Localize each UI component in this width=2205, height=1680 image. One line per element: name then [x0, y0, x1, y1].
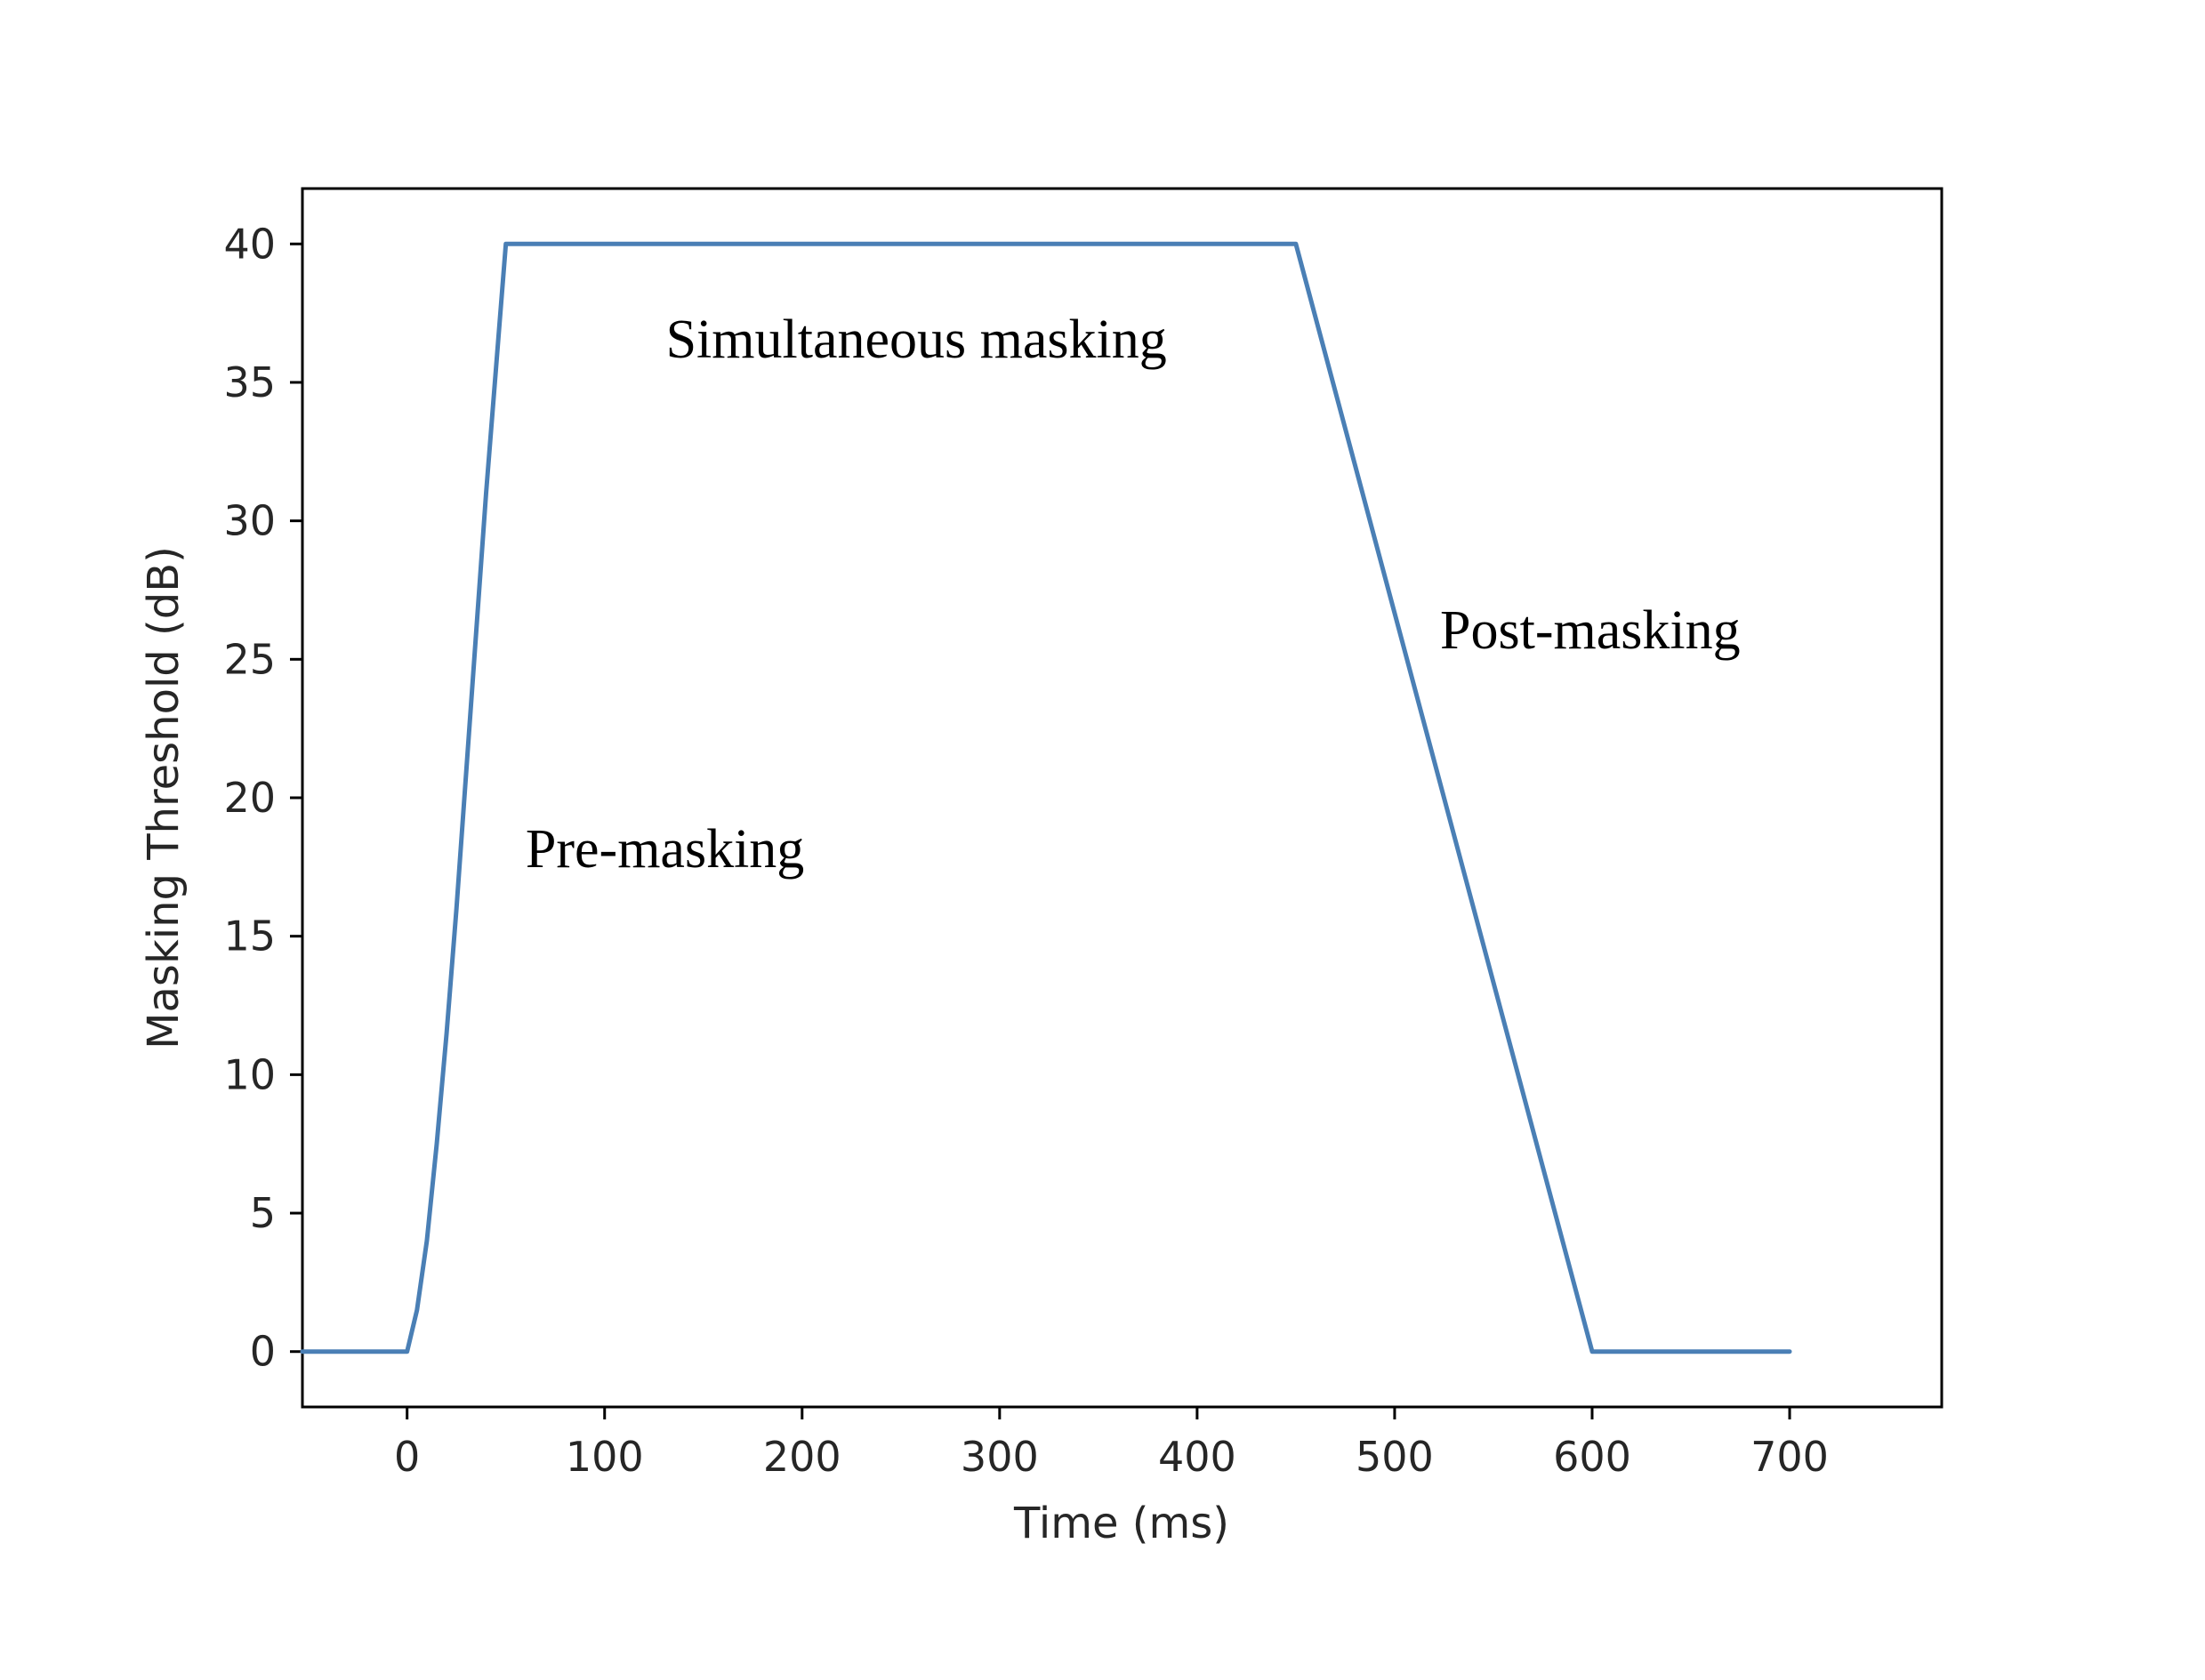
- x-tick-label: 0: [394, 1433, 420, 1481]
- annotation-label: Post-masking: [1440, 600, 1741, 661]
- plot-frame: [301, 187, 1943, 1409]
- x-tick-label: 300: [961, 1433, 1039, 1481]
- annotations: Simultaneous masking Post-masking Pre-mask…: [526, 309, 1741, 880]
- y-tick-label: 10: [223, 1050, 276, 1098]
- y-tick-label: 15: [223, 912, 276, 961]
- x-tick-label: 600: [1553, 1433, 1631, 1481]
- x-axis-label: Time (ms): [1013, 1499, 1229, 1548]
- x-axis-ticks: 0 100 200 300 400 500 600 700: [394, 1407, 1829, 1481]
- y-tick-label: 25: [223, 635, 276, 683]
- y-axis-ticks: 0 5 10 15 20 25 30 35 40: [223, 220, 302, 1376]
- y-axis-label: Masking Threshold (dB): [139, 546, 189, 1049]
- x-tick-label: 100: [566, 1433, 644, 1481]
- y-tick-label: 40: [223, 220, 276, 268]
- masking-threshold-line: [300, 241, 1792, 1354]
- annotation-label: Pre-masking: [526, 819, 804, 880]
- x-tick-label: 200: [763, 1433, 841, 1481]
- annotation-label: Simultaneous masking: [666, 309, 1167, 370]
- y-tick-label: 0: [250, 1328, 276, 1376]
- y-tick-label: 35: [223, 358, 276, 406]
- y-tick-label: 5: [250, 1189, 276, 1237]
- y-tick-label: 30: [223, 497, 276, 545]
- x-tick-label: 700: [1750, 1433, 1829, 1481]
- x-tick-label: 400: [1158, 1433, 1236, 1481]
- x-tick-label: 500: [1356, 1433, 1434, 1481]
- y-tick-label: 20: [223, 774, 276, 822]
